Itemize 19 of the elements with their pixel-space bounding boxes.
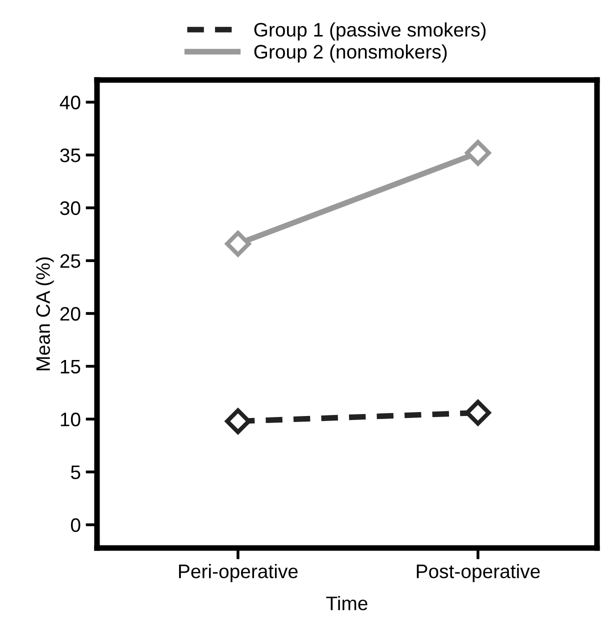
x-axis-title: Time (326, 596, 368, 610)
y-tick-label: 20 (60, 306, 80, 321)
y-tick-label: 10 (60, 412, 80, 426)
y-tick-label: 25 (60, 254, 80, 268)
y-tick-label: 5 (70, 466, 80, 480)
x-tick-label: Post-operative (416, 564, 540, 582)
point (465, 140, 491, 166)
point (225, 230, 251, 257)
y-tick-label: 30 (60, 201, 80, 216)
legend-label: Group 2 (nonsmokers) (254, 44, 447, 62)
y-tick-label: 0 (70, 518, 80, 532)
y-tick-label: 35 (60, 148, 80, 162)
x-tick-label: Peri-operative (179, 564, 298, 582)
point (465, 400, 491, 426)
y-axis-title: Mean CA (%) (36, 257, 54, 370)
y-tick-label: 15 (60, 360, 80, 374)
point (225, 408, 251, 434)
legend-label: Group 1 (passive smokers) (254, 22, 486, 40)
y-tick-label: 40 (60, 96, 80, 110)
